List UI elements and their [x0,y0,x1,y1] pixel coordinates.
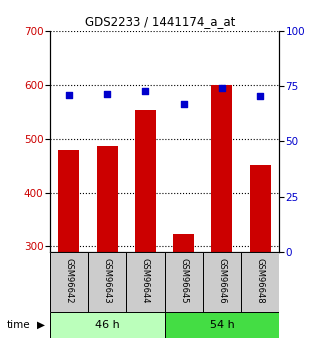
Bar [164,312,279,338]
Bar [126,252,164,312]
Text: time: time [6,320,30,330]
Point [143,88,148,93]
Bar [250,165,271,252]
Text: 54 h: 54 h [210,320,234,330]
Bar [88,252,126,312]
Text: 46 h: 46 h [95,320,119,330]
Text: GSM96646: GSM96646 [217,258,226,304]
Point [219,86,224,91]
Bar [50,312,164,338]
Point [66,92,72,98]
Bar [164,252,203,312]
Text: ▶: ▶ [37,320,45,330]
Bar [203,252,241,312]
Text: GSM96648: GSM96648 [256,258,265,304]
Text: GDS2233 / 1441174_a_at: GDS2233 / 1441174_a_at [85,16,236,29]
Point [105,91,110,97]
Bar [58,149,79,252]
Bar [50,252,88,312]
Text: GSM96645: GSM96645 [179,258,188,304]
Point [257,93,263,99]
Bar [241,252,279,312]
Bar [135,110,156,252]
Bar [97,146,118,252]
Bar [173,234,194,252]
Text: GSM96642: GSM96642 [65,258,74,304]
Bar [211,85,232,252]
Point [181,101,186,107]
Text: GSM96644: GSM96644 [141,258,150,304]
Text: GSM96643: GSM96643 [103,258,112,304]
